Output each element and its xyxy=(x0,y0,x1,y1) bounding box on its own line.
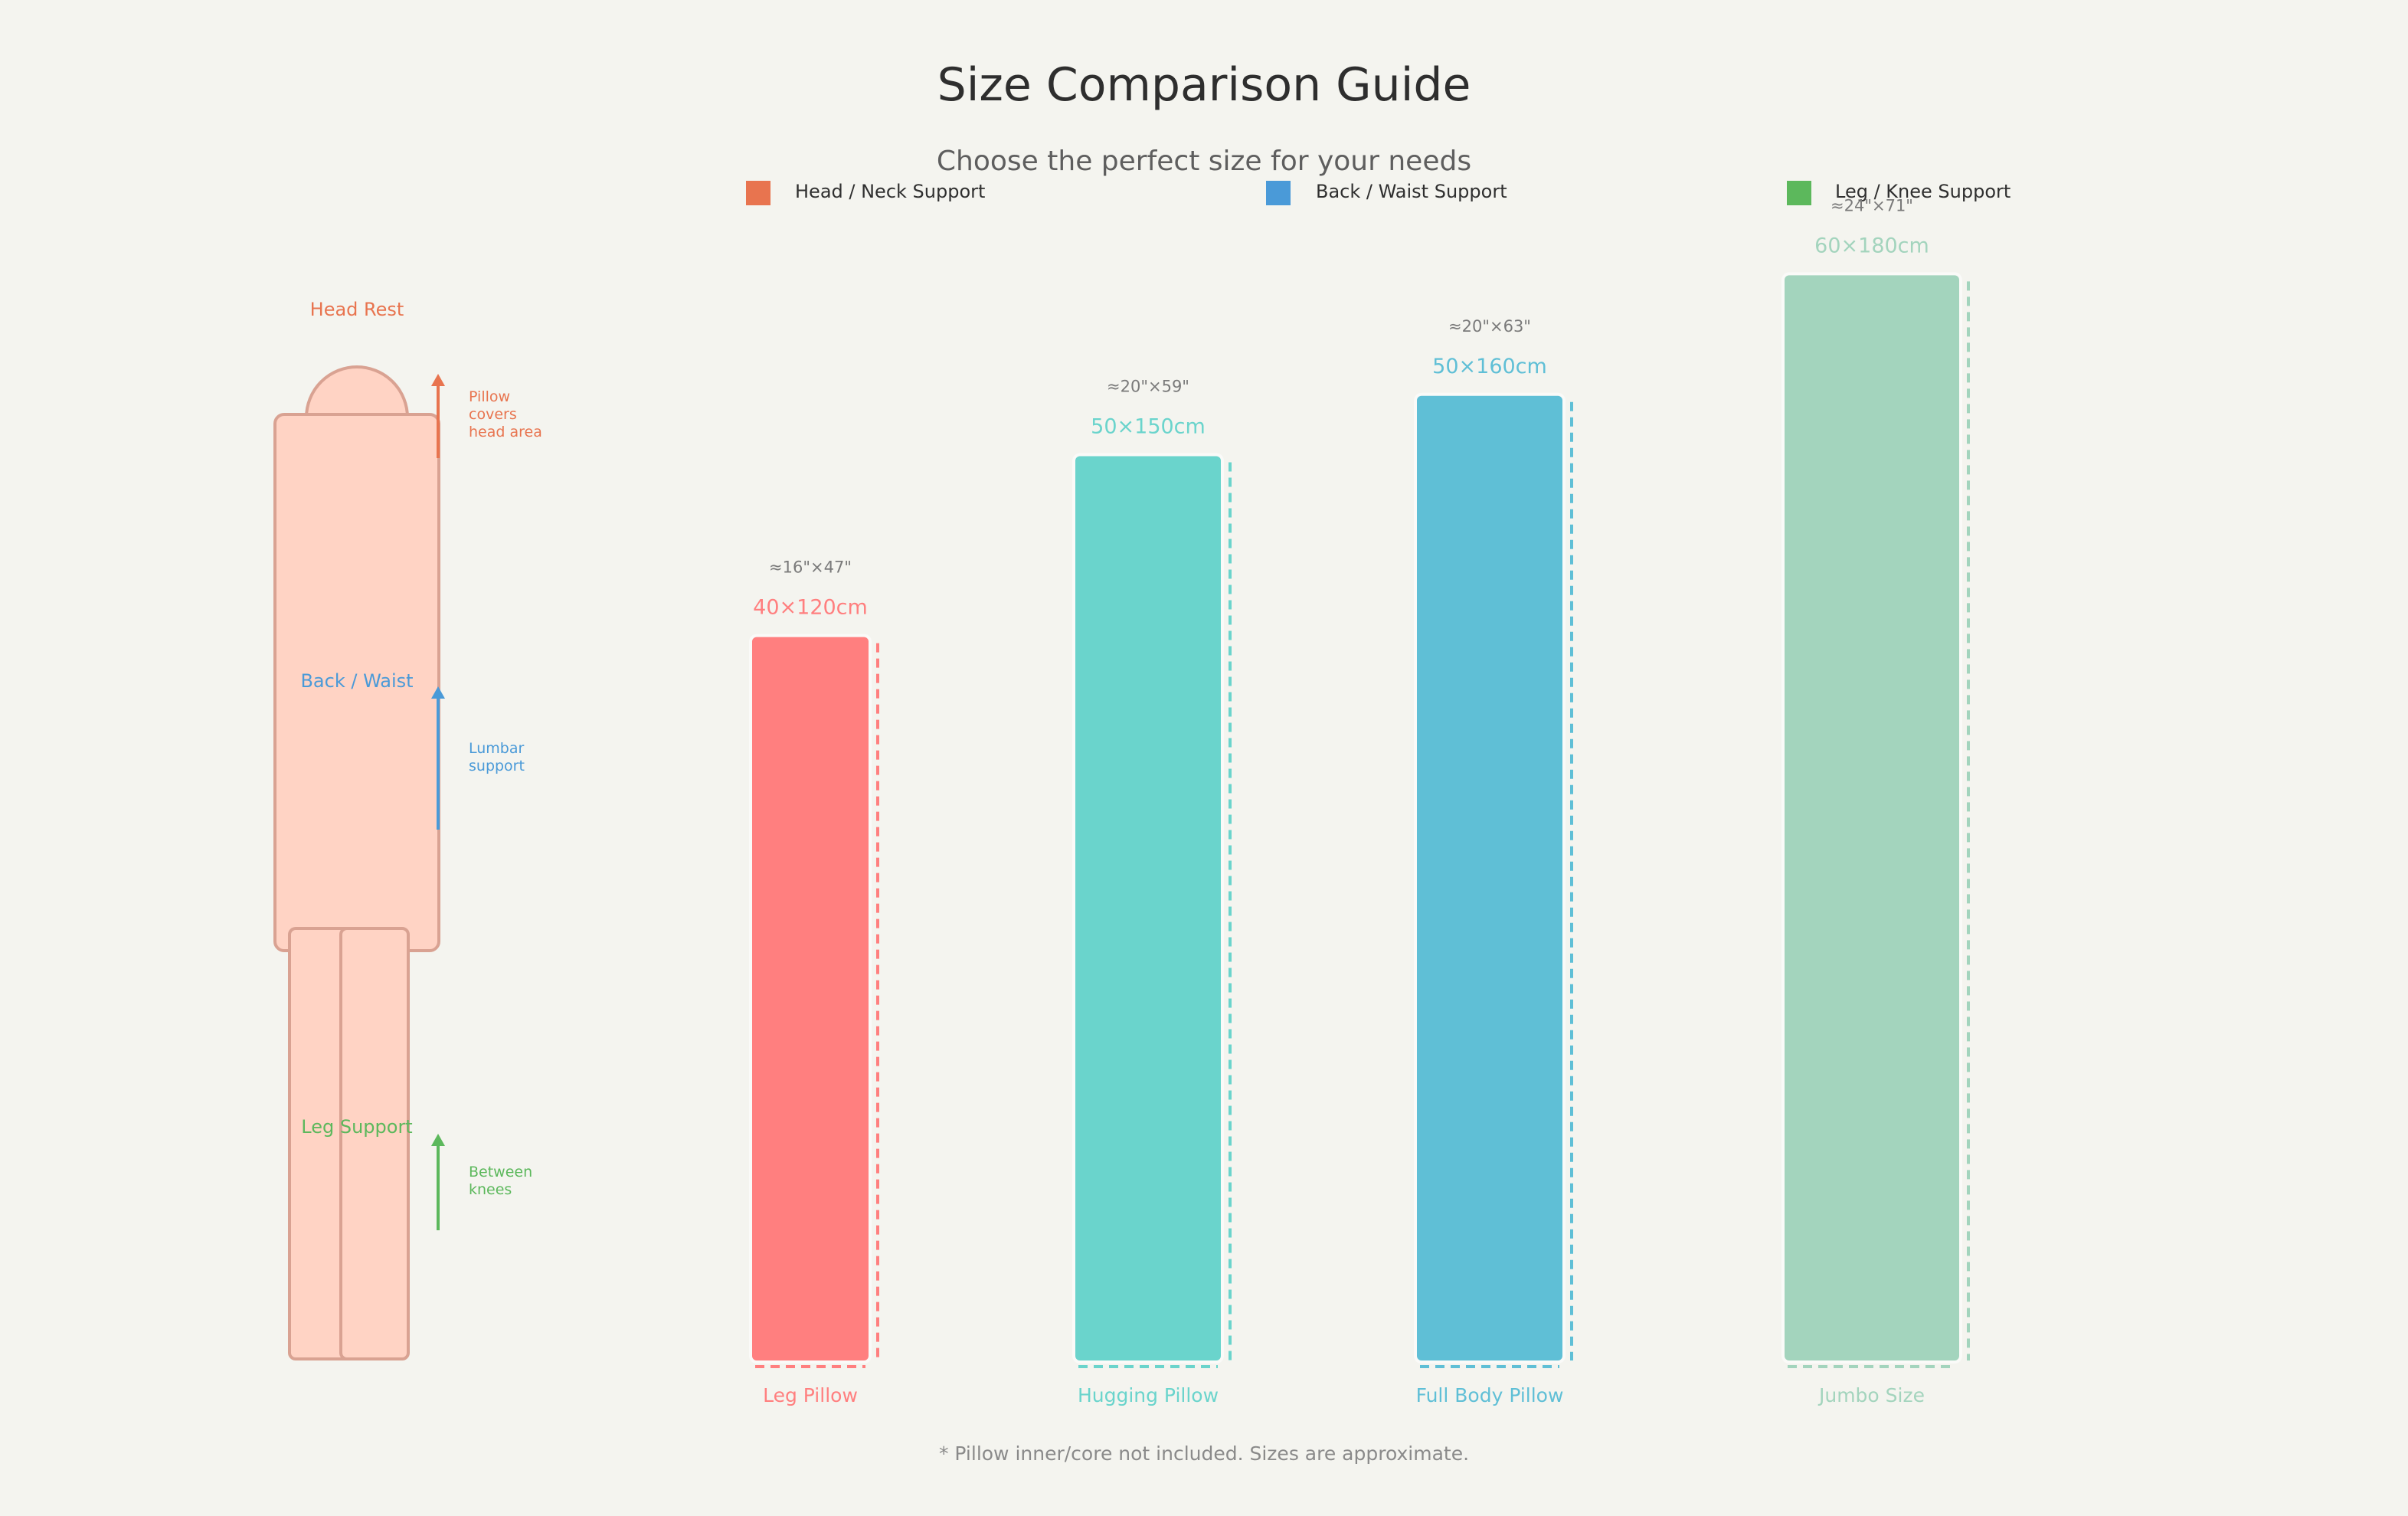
zone-label-back-waist: Back / Waist xyxy=(300,670,413,692)
arrow-note-head-line3: head area xyxy=(469,424,542,440)
arrow-up-icon xyxy=(431,1134,445,1146)
footnote: * Pillow inner/core not included. Sizes … xyxy=(939,1442,1469,1465)
size-label-leg-pillow: 40×120cm xyxy=(753,596,868,620)
size-label-full-body-pillow: 50×160cm xyxy=(1432,355,1547,378)
figure-right-leg xyxy=(339,927,410,1360)
arrow-up-icon xyxy=(431,374,445,386)
arrow-note-leg-line1: Between xyxy=(469,1164,532,1180)
pillow-bar-jumbo-size xyxy=(1785,275,1959,1360)
inch-label-hugging-pillow: ≈20"×59" xyxy=(1107,378,1189,396)
inch-label-full-body-pillow: ≈20"×63" xyxy=(1448,317,1531,336)
arrow-leg-zone: Between knees xyxy=(431,1134,532,1230)
size-label-jumbo-size: 60×180cm xyxy=(1814,234,1929,257)
page-subtitle: Choose the perfect size for your needs xyxy=(937,146,1471,177)
legend-swatch-leg-knee xyxy=(1787,181,1811,205)
arrow-note-back-line2: support xyxy=(469,758,525,774)
legend-swatch-head-neck xyxy=(746,181,770,205)
zone-label-leg-support: Leg Support xyxy=(301,1116,412,1138)
pillow-name-full-body-pillow: Full Body Pillow xyxy=(1416,1384,1564,1406)
figure-head xyxy=(304,365,410,419)
zone-label-head-rest: Head Rest xyxy=(310,299,404,320)
pillow-leg-pillow: 40×120cm ≈16"×47" Leg Pillow xyxy=(749,558,879,1406)
legend-label-leg-knee: Leg / Knee Support xyxy=(1835,181,2010,202)
inch-label-leg-pillow: ≈16"×47" xyxy=(769,558,852,577)
body-figure: Head Rest Back / Waist Leg Support Pillo… xyxy=(273,299,542,1360)
arrow-note-back-line1: Lumbar xyxy=(469,740,525,757)
pillow-jumbo-size: 60×180cm ≈24"×71" Jumbo Size xyxy=(1781,196,1970,1406)
legend: Head / Neck Support Back / Waist Support… xyxy=(746,181,2010,205)
arrow-back-zone: Lumbar support xyxy=(431,686,525,830)
pillow-bar-hugging-pillow xyxy=(1075,456,1221,1360)
size-label-hugging-pillow: 50×150cm xyxy=(1091,415,1206,439)
legend-swatch-back-waist xyxy=(1266,181,1291,205)
legend-label-head-neck: Head / Neck Support xyxy=(795,181,985,202)
page-title: Size Comparison Guide xyxy=(937,58,1471,112)
legend-item-leg-knee: Leg / Knee Support xyxy=(1787,181,2010,205)
pillow-full-body-pillow: 50×160cm ≈20"×63" Full Body Pillow xyxy=(1414,317,1573,1406)
inch-label-jumbo-size: ≈24"×71" xyxy=(1831,196,1913,214)
arrow-head-zone: Pillow covers head area xyxy=(431,374,542,458)
legend-item-head-neck: Head / Neck Support xyxy=(746,181,985,205)
pillow-name-jumbo-size: Jumbo Size xyxy=(1817,1384,1925,1406)
legend-item-back-waist: Back / Waist Support xyxy=(1266,181,1507,205)
pillow-bar-leg-pillow xyxy=(752,637,869,1360)
arrow-note-head-line2: covers xyxy=(469,406,517,423)
pillow-bar-full-body-pillow xyxy=(1417,395,1562,1360)
pillow-name-hugging-pillow: Hugging Pillow xyxy=(1078,1384,1219,1406)
arrow-note-leg-line2: knees xyxy=(469,1181,512,1198)
pillow-bars: 40×120cm ≈16"×47" Leg Pillow 50×150cm ≈20"×5… xyxy=(749,196,1970,1406)
legend-label-back-waist: Back / Waist Support xyxy=(1316,181,1507,202)
pillow-name-leg-pillow: Leg Pillow xyxy=(763,1384,858,1406)
arrow-note-head-line1: Pillow xyxy=(469,388,510,405)
pillow-hugging-pillow: 50×150cm ≈20"×59" Hugging Pillow xyxy=(1072,378,1232,1406)
arrow-up-icon xyxy=(431,686,445,699)
